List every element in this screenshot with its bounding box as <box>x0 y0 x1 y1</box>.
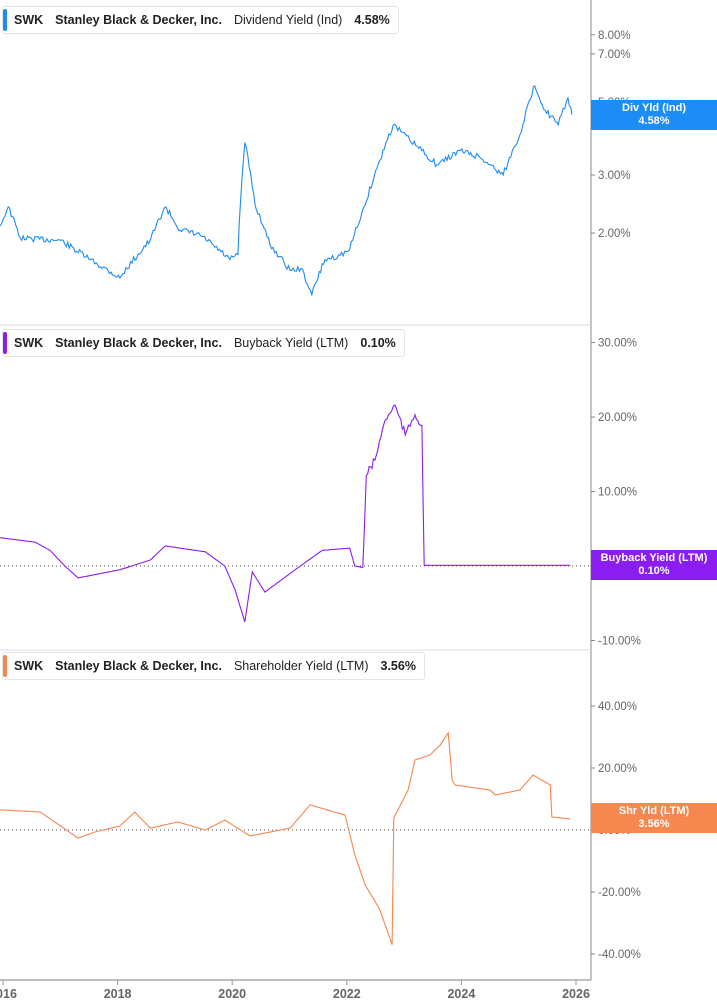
x-tick-label: 2022 <box>333 987 361 1001</box>
last-value-badge-dividend: Div Yld (Ind) 4.58% <box>591 100 717 130</box>
metric-value: 3.56% <box>380 659 416 673</box>
ticker: SWK <box>14 659 44 673</box>
y-tick-label: 3.00% <box>598 170 631 182</box>
x-tick-label: 2020 <box>218 987 246 1001</box>
badge-value: 0.10% <box>638 565 670 577</box>
y-tick-label: -40.00% <box>598 949 641 961</box>
x-tick-label: 2026 <box>562 987 590 1001</box>
x-tick-label: 2024 <box>447 987 475 1001</box>
badge-label: Shr Yld (LTM) <box>618 805 690 817</box>
series-line-1 <box>0 404 571 623</box>
metric-name: Shareholder Yield (LTM) <box>233 659 369 673</box>
y-tick-label: 30.00% <box>598 338 637 350</box>
badge-label: Buyback Yield (LTM) <box>600 552 708 564</box>
badge-value: 3.56% <box>638 818 670 830</box>
ticker: SWK <box>14 13 44 27</box>
panel-header-buyback: SWK Stanley Black & Decker, Inc. Buyback… <box>2 329 405 357</box>
x-tick-label: 2018 <box>104 987 132 1001</box>
series-line-0 <box>0 84 573 297</box>
series-color-marker <box>3 9 7 31</box>
ticker: SWK <box>14 336 44 350</box>
series-color-marker <box>3 655 7 677</box>
company-name: Stanley Black & Decker, Inc. <box>55 13 222 27</box>
y-tick-label: 20.00% <box>598 412 637 424</box>
x-tick-label: 2016 <box>0 987 17 1001</box>
series-color-marker <box>3 332 7 354</box>
y-tick-label: -20.00% <box>598 887 641 899</box>
badge-value: 4.58% <box>638 115 670 127</box>
badge-label: Div Yld (Ind) <box>622 102 686 114</box>
metric-value: 4.58% <box>354 13 390 27</box>
panel-header-dividend: SWK Stanley Black & Decker, Inc. Dividen… <box>2 6 399 34</box>
y-tick-label: -10.00% <box>598 636 641 648</box>
y-tick-label: 2.00% <box>598 228 631 240</box>
y-tick-label: 10.00% <box>598 487 637 499</box>
last-value-badge-buyback: Buyback Yield (LTM) 0.10% <box>591 550 717 580</box>
y-tick-label: 8.00% <box>598 30 631 42</box>
metric-name: Buyback Yield (LTM) <box>233 336 349 350</box>
metric-name: Dividend Yield (Ind) <box>233 13 343 27</box>
last-value-badge-shareholder: Shr Yld (LTM) 3.56% <box>591 803 717 833</box>
metric-value: 0.10% <box>360 336 396 350</box>
y-tick-label: 20.00% <box>598 763 637 775</box>
series-line-2 <box>0 731 571 945</box>
y-tick-label: 40.00% <box>598 701 637 713</box>
y-tick-label: 7.00% <box>598 49 631 61</box>
panel-header-shareholder: SWK Stanley Black & Decker, Inc. Shareho… <box>2 652 425 680</box>
company-name: Stanley Black & Decker, Inc. <box>55 659 222 673</box>
company-name: Stanley Black & Decker, Inc. <box>55 336 222 350</box>
